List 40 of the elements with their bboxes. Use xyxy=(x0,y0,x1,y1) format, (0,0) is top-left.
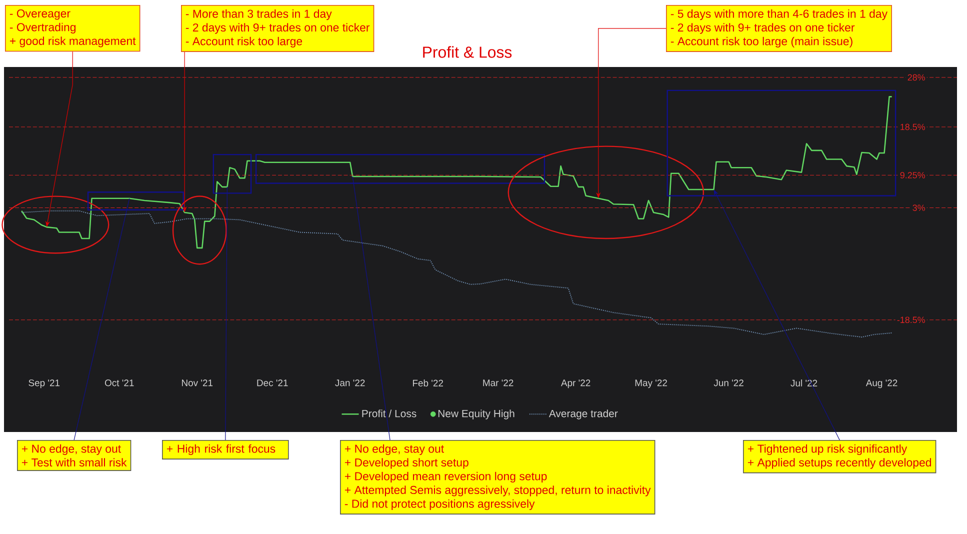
text: - Overtrading xyxy=(10,22,76,34)
annotation: + No edge, stay out xyxy=(344,444,444,456)
text: - Account risk too large (main issue) xyxy=(670,36,852,48)
legend-label: Average trader xyxy=(548,410,618,420)
ref-line-label: 18.5% xyxy=(900,124,925,130)
x-tick-label: Jul '22 xyxy=(790,380,818,386)
annotation: - 5 days with more than 4-6 trades in 1 day xyxy=(670,9,888,20)
ref-line-label: 3% xyxy=(912,204,925,211)
ref-line-label: -18.5% xyxy=(897,316,925,324)
text: + Developed mean reversion long setup xyxy=(344,472,547,483)
text: + Applied setups recently developed xyxy=(748,458,932,469)
annotation: + Tightened up risk significantly xyxy=(748,444,908,456)
legend-label: New Equity High xyxy=(438,410,514,420)
ref-line-label: 9.25% xyxy=(900,172,925,178)
x-tick-label: Aug '22 xyxy=(866,380,898,388)
text: - More than 3 trades in 1 day xyxy=(186,9,332,20)
text: + Attempted Semis aggressively, stopped, return to inactivity xyxy=(344,486,651,496)
x-tick-label: May '22 xyxy=(635,380,667,388)
legend-label: Profit / Loss xyxy=(362,410,416,418)
text: - Overeager xyxy=(10,9,70,20)
chart-title: Profit & Loss xyxy=(423,46,512,58)
x-tick-label: Oct '21 xyxy=(104,380,134,386)
text: - Did not protect positions agressively xyxy=(344,499,535,510)
text: - 2 days with 9+ trades on one ticker xyxy=(670,23,855,34)
ref-line-label: 28% xyxy=(908,74,925,81)
text: + Developed short setup xyxy=(344,458,468,469)
text: - 2 days with 9+ trades on one ticker xyxy=(186,23,370,34)
x-tick-label: Dec '21 xyxy=(257,380,288,386)
text: + Test with small risk xyxy=(22,458,127,467)
x-tick-label: Jan '22 xyxy=(335,380,365,386)
x-tick-label: Jun '22 xyxy=(714,380,744,386)
x-tick-label: Feb '22 xyxy=(412,380,443,386)
annotation: + High risk first focus xyxy=(166,444,276,456)
annotation: + good risk management xyxy=(10,36,136,48)
annotation: - Account risk too large xyxy=(186,36,302,48)
x-tick-label: Apr '22 xyxy=(560,380,590,388)
x-tick-label: Mar '22 xyxy=(483,380,514,386)
x-tick-label: Sep '21 xyxy=(28,380,60,388)
x-tick-label: Nov '21 xyxy=(182,380,213,386)
annotation: + No edge, stay out xyxy=(22,444,121,456)
